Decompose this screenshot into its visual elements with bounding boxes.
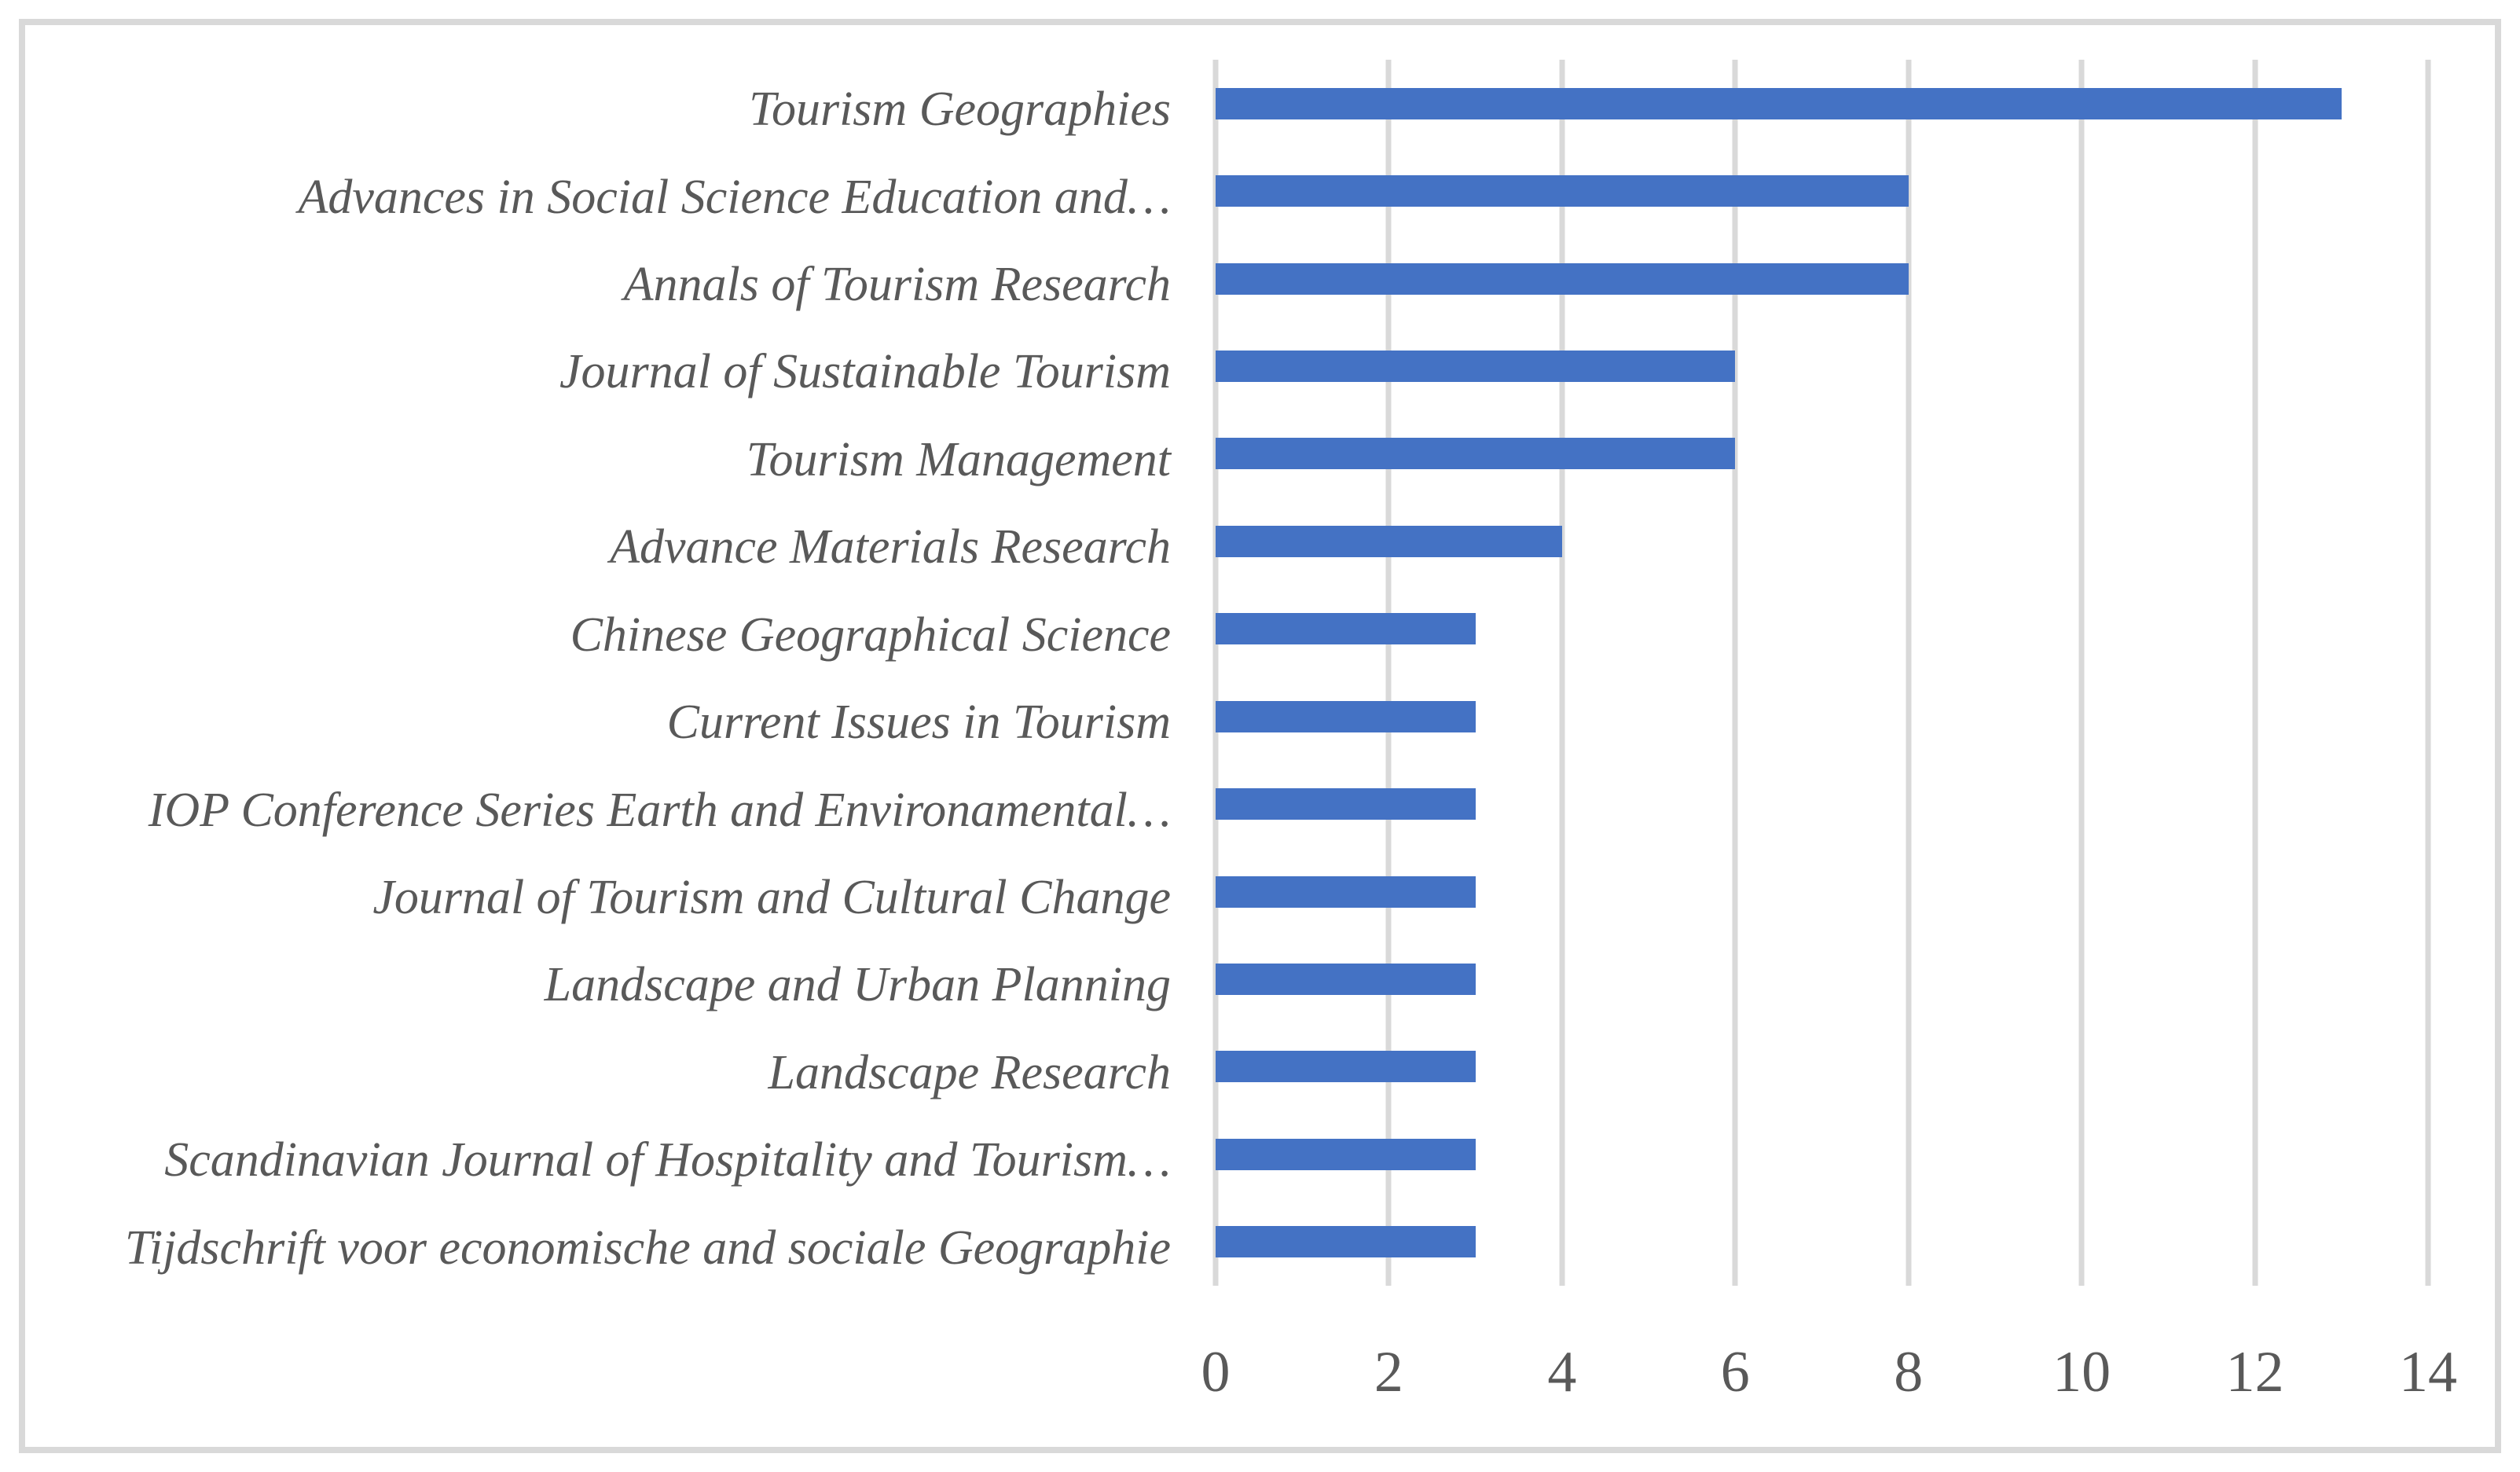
chart-frame [19,19,2501,1453]
x-tick-label: 4 [1547,1340,1577,1404]
gridline-x-14 [2425,60,2431,1286]
gridline-x-0 [1212,60,1219,1286]
gridline-x-4 [1559,60,1565,1286]
x-tick-label: 12 [2225,1340,2284,1404]
chart-bar [1216,700,1476,732]
category-label: Advances in Social Science Education and… [298,170,1171,224]
category-axis: Tourism Geographies Advances in Social Sc… [31,60,1171,1286]
category-label: IOP Conference Series Earth and Environa… [148,783,1171,837]
category-label: Tourism Management [746,432,1171,486]
x-tick-label: 2 [1374,1340,1403,1404]
chart-bar [1216,262,1909,295]
chart-bar [1216,1226,1476,1258]
x-tick-label: 6 [1720,1340,1750,1404]
gridline-x-2 [1385,60,1392,1286]
gridline-x-12 [2252,60,2258,1286]
chart-bar [1216,525,1562,557]
gridline-x-10 [2078,60,2085,1286]
x-tick-label: 14 [2399,1340,2457,1404]
category-label: Advance Materials Research [610,520,1171,574]
chart-bar [1216,175,1909,207]
chart-bar [1216,1138,1476,1170]
bar-chart-plot-area [1212,60,2431,1286]
category-label: Landscape and Urban Planning [544,958,1171,1012]
category-label: Landscape Research [768,1045,1171,1099]
category-label: Annals of Tourism Research [623,258,1171,312]
chart-bar [1216,87,2342,119]
category-label: Scandinavian Journal of Hospitality and … [164,1133,1171,1188]
chart-bar [1216,964,1476,995]
x-axis: 0 2 4 6 8 10 12 14 [1201,1340,2458,1414]
chart-bar [1216,788,1476,820]
gridline-x-6 [1732,60,1738,1286]
x-tick-label: 8 [1894,1340,1924,1404]
chart-bar [1216,613,1476,645]
category-label: Journal of Tourism and Cultural Change [372,871,1171,924]
chart-bar [1216,875,1476,908]
category-label: Chinese Geographical Science [570,608,1171,662]
x-tick-label: 0 [1201,1340,1231,1404]
category-label: Tourism Geographies [749,83,1171,137]
x-tick-label: 10 [2052,1340,2111,1404]
category-label: Current Issues in Tourism [666,696,1171,750]
category-label: Tijdschrift voor economische and sociale… [124,1221,1171,1275]
chart-bar [1216,1051,1476,1083]
chart-bar [1216,351,1736,382]
category-label: Journal of Sustainable Tourism [559,345,1171,399]
chart-bar [1216,438,1736,470]
gridline-x-8 [1906,60,1912,1286]
